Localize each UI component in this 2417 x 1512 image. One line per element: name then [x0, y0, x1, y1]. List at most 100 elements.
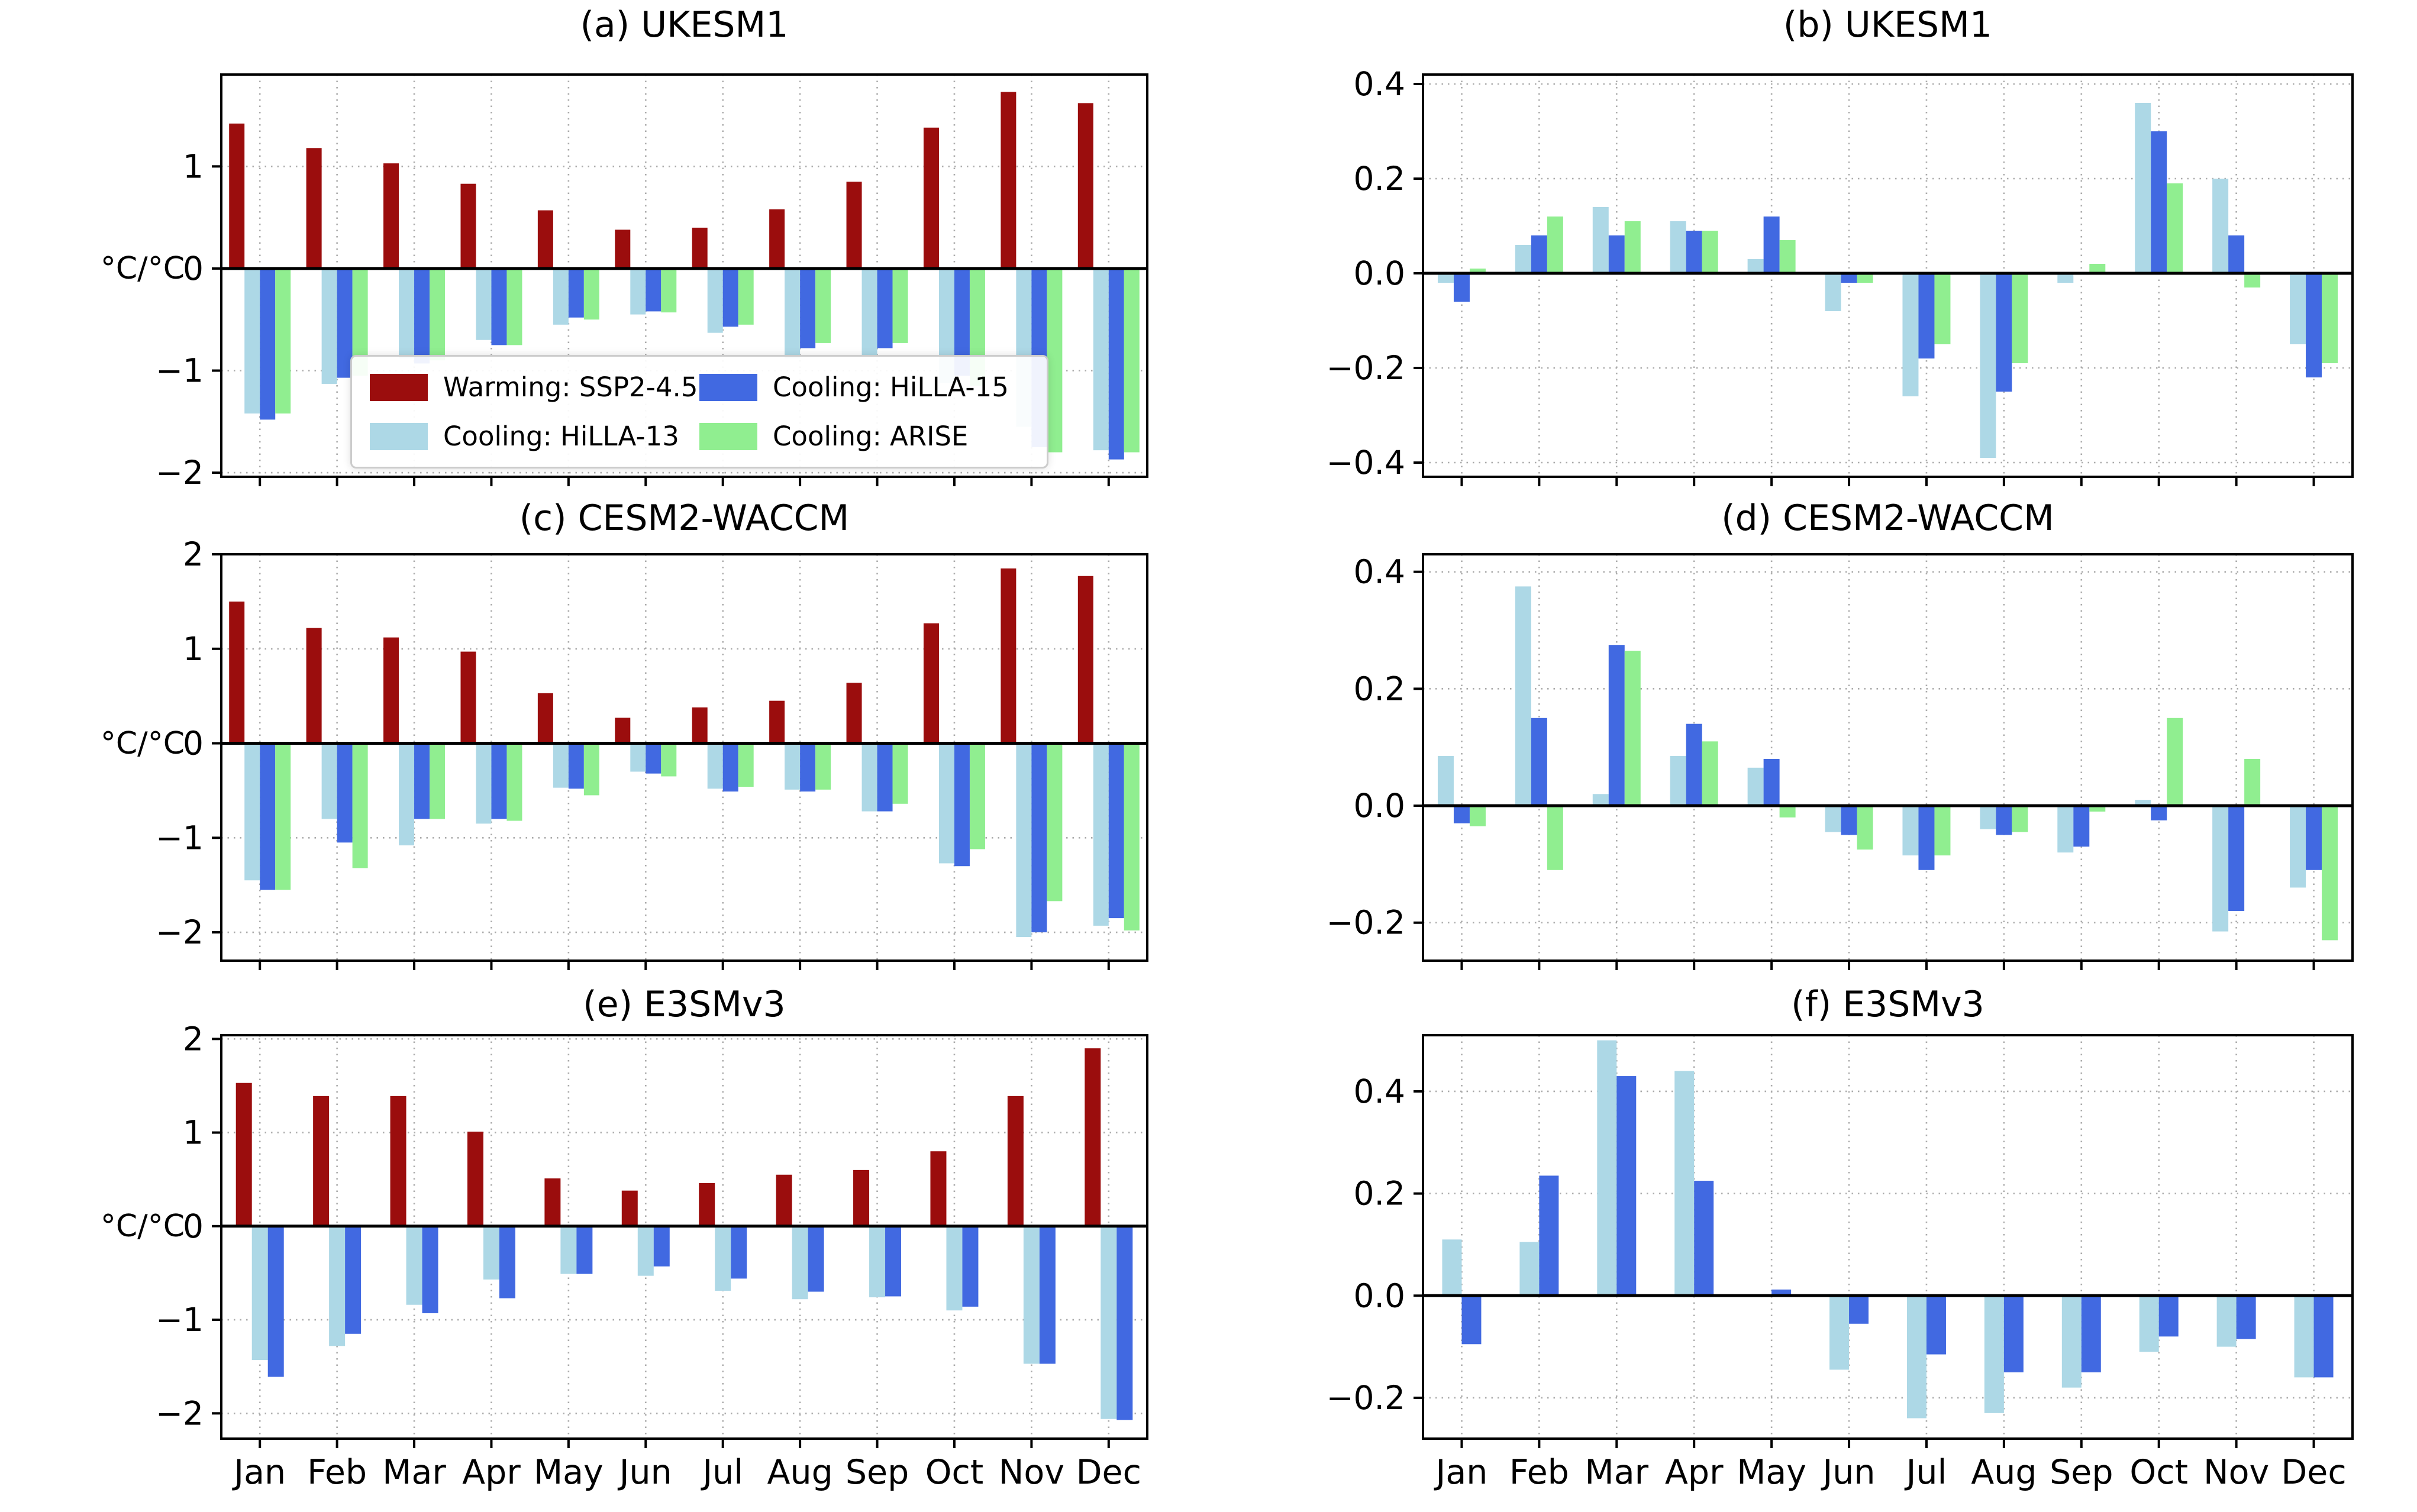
warming-bar [621, 1190, 638, 1226]
hilla13-bar [1515, 245, 1531, 273]
hilla15-bar [491, 268, 507, 345]
axis-spine [220, 73, 1148, 478]
hilla15-bar [954, 743, 970, 867]
hilla15-bar [800, 268, 816, 348]
hilla13-bar [1592, 794, 1609, 806]
x-tick-label: Jan [1434, 1453, 1488, 1492]
hilla15-bar [1453, 806, 1470, 823]
hilla15-bar [1996, 806, 2012, 835]
warming-bar [776, 1174, 792, 1226]
warming-bar [467, 1131, 483, 1226]
hilla13-bar [869, 1226, 886, 1298]
warming-bar [692, 707, 708, 744]
hilla13-bar [329, 1226, 346, 1346]
panel-c-title: (c) CESM2-WACCM [519, 497, 850, 539]
hilla13-bar [630, 268, 646, 315]
y-tick-label: 0.2 [1354, 1175, 1405, 1213]
arise-bar [2089, 806, 2106, 812]
hilla13-bar [1825, 273, 1841, 311]
y-tick-label: 0.2 [1354, 160, 1405, 198]
legend-label: Cooling: HiLLA-15 [773, 371, 1009, 403]
warming-bar [1001, 92, 1017, 269]
hilla15-bar [877, 743, 893, 812]
y-tick-label: −1 [156, 819, 204, 857]
hilla15-bar [414, 743, 430, 819]
x-tick-label: Mar [1585, 1453, 1649, 1492]
hilla13-bar [861, 268, 877, 356]
hilla15-bar [1763, 217, 1780, 273]
hilla15-bar [2306, 273, 2322, 377]
warming-bar [544, 1178, 561, 1226]
hilla15-bar [1918, 806, 1935, 870]
y-tick-label: −1 [156, 1301, 204, 1339]
hilla15-bar [653, 1226, 670, 1267]
hilla15-bar [1539, 1175, 1559, 1296]
hilla13-bar [1984, 1295, 2004, 1413]
x-tick-label: Aug [1971, 1453, 2037, 1492]
hilla15-bar [2003, 1295, 2024, 1372]
x-tick-label: Dec [1076, 1453, 1141, 1492]
arise-bar [506, 743, 522, 821]
hilla15-bar [2081, 1295, 2101, 1372]
arise-bar [892, 268, 908, 343]
hilla13-bar [1093, 743, 1109, 926]
hilla13-bar [792, 1226, 808, 1300]
arise-bar [1469, 806, 1486, 826]
arise-bar [430, 743, 446, 819]
hilla15-bar [1686, 231, 1702, 273]
hilla13-bar [630, 743, 646, 772]
y-tick-label: 0.4 [1354, 65, 1405, 103]
hilla13-bar [1902, 806, 1919, 856]
y-tick-label: 2 [183, 535, 204, 573]
panel-e: 2 1 0 −1 −2 Jan Feb Mar Apr May Jun Jul Aug Sep Oct Nov… [156, 1020, 1148, 1492]
arise-bar [661, 268, 677, 313]
panel-f: 0.4 0.2 0.0 −0.2 Jan Feb Mar Apr May Jun Jul Aug Sep… [1326, 1034, 2354, 1492]
legend-item-warming: Warming: SSP2-4.5 [370, 371, 699, 403]
hilla13-bar [476, 743, 492, 824]
hilla15-bar [2073, 806, 2090, 847]
x-tick-label: Dec [2281, 1453, 2346, 1492]
arise-bar [1934, 806, 1951, 856]
x-tick-label: Nov [2203, 1453, 2269, 1492]
legend-item-hilla13: Cooling: HiLLA-13 [370, 421, 699, 452]
warming-bar [383, 163, 399, 269]
hilla15-bar [1926, 1295, 1946, 1355]
hilla13-bar [1597, 1040, 1617, 1296]
arise-bar [275, 268, 291, 413]
hilla13-bar [1825, 806, 1841, 832]
arise-bar [969, 743, 985, 849]
hilla13-bar [785, 743, 801, 790]
y-tick-label: −1 [156, 352, 204, 390]
hilla15-bar [2228, 235, 2245, 273]
axis-spine [1422, 1034, 2354, 1440]
y-tick-label: −0.2 [1326, 349, 1405, 387]
hilla13-bar [2216, 1295, 2237, 1347]
hilla13-bar [2212, 179, 2229, 273]
warming-bar [1001, 568, 1017, 744]
warming-bar [692, 227, 708, 269]
y-tick-label: 0.0 [1354, 787, 1405, 825]
arise-bar [1124, 268, 1140, 453]
y-tick-label: 0.2 [1354, 670, 1405, 707]
hilla13-bar [1747, 767, 1764, 806]
arise-bar [2244, 273, 2261, 287]
warming-bar [229, 123, 245, 269]
warming-bar [235, 1083, 252, 1226]
panel-d-title: (d) CESM2-WACCM [1721, 497, 2054, 539]
arise-bar [2089, 264, 2106, 273]
hilla13-bar [1674, 1071, 1695, 1296]
hilla15-bar [1108, 268, 1124, 460]
y-tick-label: 0 [183, 1207, 204, 1245]
y-tick-label: −0.4 [1326, 444, 1405, 482]
x-tick-label: Jun [1821, 1453, 1876, 1492]
hilla13-bar [637, 1226, 654, 1276]
x-tick-label: May [534, 1453, 604, 1492]
x-tick-label: Jul [1905, 1453, 1947, 1492]
arise-bar [2322, 806, 2338, 941]
hilla13-bar [2290, 273, 2306, 344]
warming-bar [383, 637, 399, 744]
hilla15-bar [568, 268, 584, 318]
hilla15-bar [722, 268, 738, 327]
hilla15-bar [800, 743, 816, 792]
arise-bar [2012, 273, 2028, 363]
